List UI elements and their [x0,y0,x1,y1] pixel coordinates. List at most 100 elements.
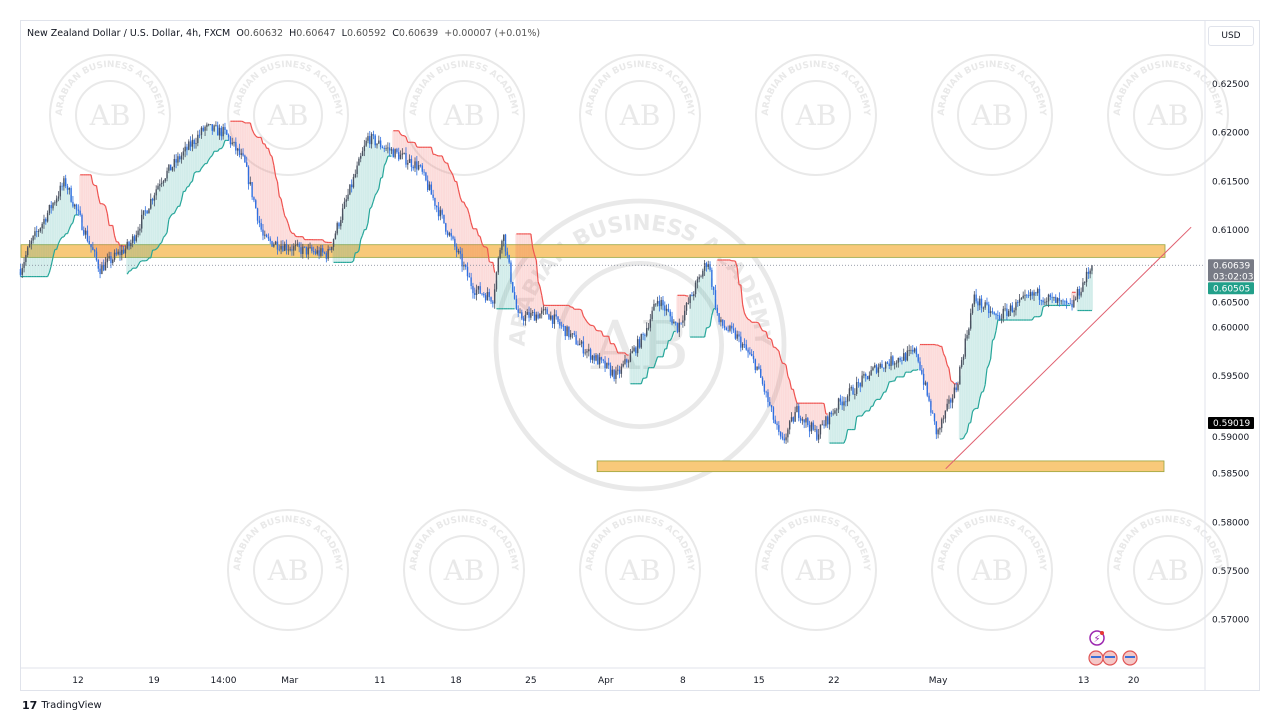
candle-body [293,246,295,251]
indicator-fill [685,295,688,307]
indicator-fill [289,230,292,250]
candle-body [122,249,125,254]
candle-body [895,362,898,364]
candle-body [101,264,103,275]
candle-body [790,417,793,422]
indicator-fill [671,319,674,338]
candle-body [839,398,842,402]
candle-body [598,357,601,365]
candle-body [441,210,443,215]
indicator-fill [71,204,74,223]
candle-body [68,187,71,190]
indicator-line [970,411,974,423]
indicator-line [584,318,588,323]
indicator-fill [263,143,266,236]
indicator-fill [895,363,898,377]
indicator-fill [920,344,923,372]
candle-body [821,424,823,426]
candle-body [756,366,758,370]
candle-body [622,364,624,367]
candle-body [345,199,347,202]
candle-body [1029,292,1032,297]
candle-body [732,328,735,331]
candle-body [1047,294,1050,302]
candle-body [43,218,45,224]
candle-body [738,334,740,337]
indicator-fill [966,336,969,433]
candle-body [977,301,979,306]
indicator-price-label-bg [1208,282,1254,295]
indicator-fill [66,187,69,234]
price-tick-label: 0.62000 [1212,129,1249,139]
indicator-fill [958,375,961,440]
candle-body [513,292,516,299]
candle-body [466,266,469,277]
indicator-fill [504,243,507,309]
indicator-line [466,208,470,215]
candle-body [986,302,988,305]
indicator-fill [361,153,364,236]
indicator-line [535,260,539,282]
watermark-initials: AB [1147,554,1189,587]
candle-body [843,401,845,406]
indicator-price-label: 0.60505 [1213,284,1250,294]
indicator-fill [495,280,498,309]
indicator-fill [989,312,992,359]
indicator-line [745,316,749,320]
candle-body [112,259,114,264]
candle-body [379,140,382,148]
indicator-line [671,331,675,338]
indicator-fill [502,237,505,309]
indicator-fill [973,299,976,410]
indicator-fill [855,388,858,417]
indicator-fill [982,307,985,392]
indicator-fill [915,351,918,371]
candle-body [83,230,85,235]
indicator-line [166,219,170,233]
candle-body [966,334,968,339]
indicator-fill [126,245,129,275]
indicator-line [157,243,161,248]
candle-body [729,325,731,331]
candle-body [303,246,306,248]
time-tick-label: 22 [828,676,839,686]
indicator-fill [1034,292,1037,317]
candle-body [320,248,322,256]
indicator-line [1044,304,1047,307]
candle-body [942,418,945,420]
indicator-line [383,161,387,166]
candle-body [179,156,181,160]
indicator-fill [30,242,33,277]
indicator-fill [569,307,572,336]
price-tick-label: 0.59000 [1212,433,1249,443]
candle-body [1035,292,1037,294]
candle-body [606,362,608,369]
indicator-line [190,180,193,184]
footer-brand[interactable]: 17 TradingView [22,699,102,712]
indicator-line [937,344,941,347]
indicator-fill [426,147,429,186]
candle-body [1069,303,1071,305]
candle-body [1060,300,1062,302]
candle-body [233,142,235,143]
candle-body [244,155,246,163]
candle-body [1064,300,1066,302]
candle-body [141,214,143,229]
time-tick-label: 18 [450,676,462,686]
candle-body [828,412,831,425]
indicator-fill [314,239,317,253]
indicator-fill [661,302,664,357]
indicator-fill [700,276,703,338]
candle-body [426,180,429,190]
candle-body [249,182,252,185]
currency-button[interactable]: USD [1208,26,1254,46]
candle-body [997,315,999,316]
indicator-line [184,186,188,192]
candle-body [425,172,427,181]
candle-body [823,424,825,426]
support-zone [596,460,1165,473]
indicator-fill [631,352,634,384]
candle-body [224,127,226,130]
indicator-line [206,159,210,164]
